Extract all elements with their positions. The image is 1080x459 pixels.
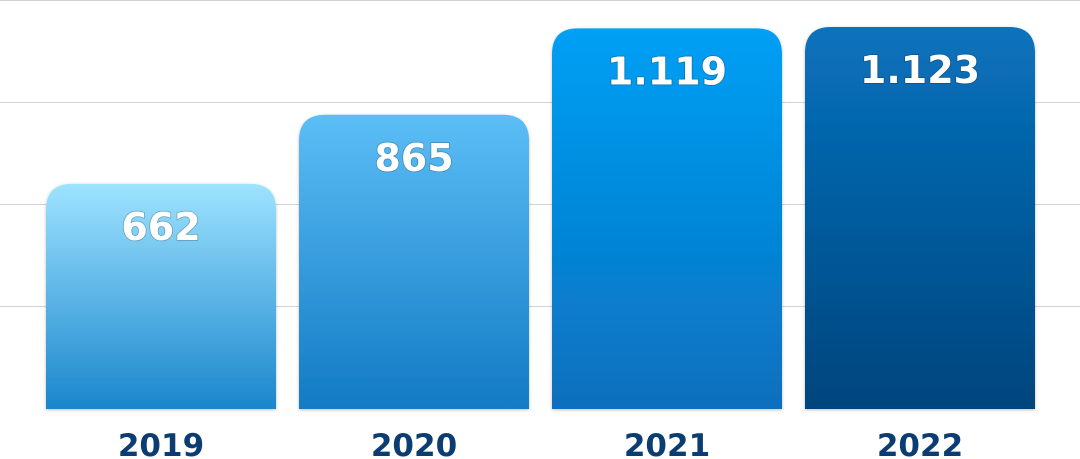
bar-layer — [46, 27, 1035, 409]
bar-2019 — [46, 183, 276, 409]
label-layer: 662 2019 865 2020 1.119 2021 1.123 2022 — [118, 47, 981, 459]
data-label-2021: 1.119 — [607, 49, 727, 93]
x-tick-label-2020: 2020 — [371, 428, 457, 459]
data-label-2019: 662 — [121, 205, 200, 249]
bar-2022 — [805, 27, 1035, 409]
data-label-2022: 1.123 — [860, 48, 980, 92]
x-tick-label-2021: 2021 — [624, 428, 710, 459]
x-tick-label-2022: 2022 — [877, 428, 963, 459]
x-tick-label-2019: 2019 — [118, 428, 204, 459]
bar-2021 — [552, 28, 782, 409]
data-label-2020: 865 — [374, 136, 453, 180]
bar-2020 — [299, 114, 529, 409]
